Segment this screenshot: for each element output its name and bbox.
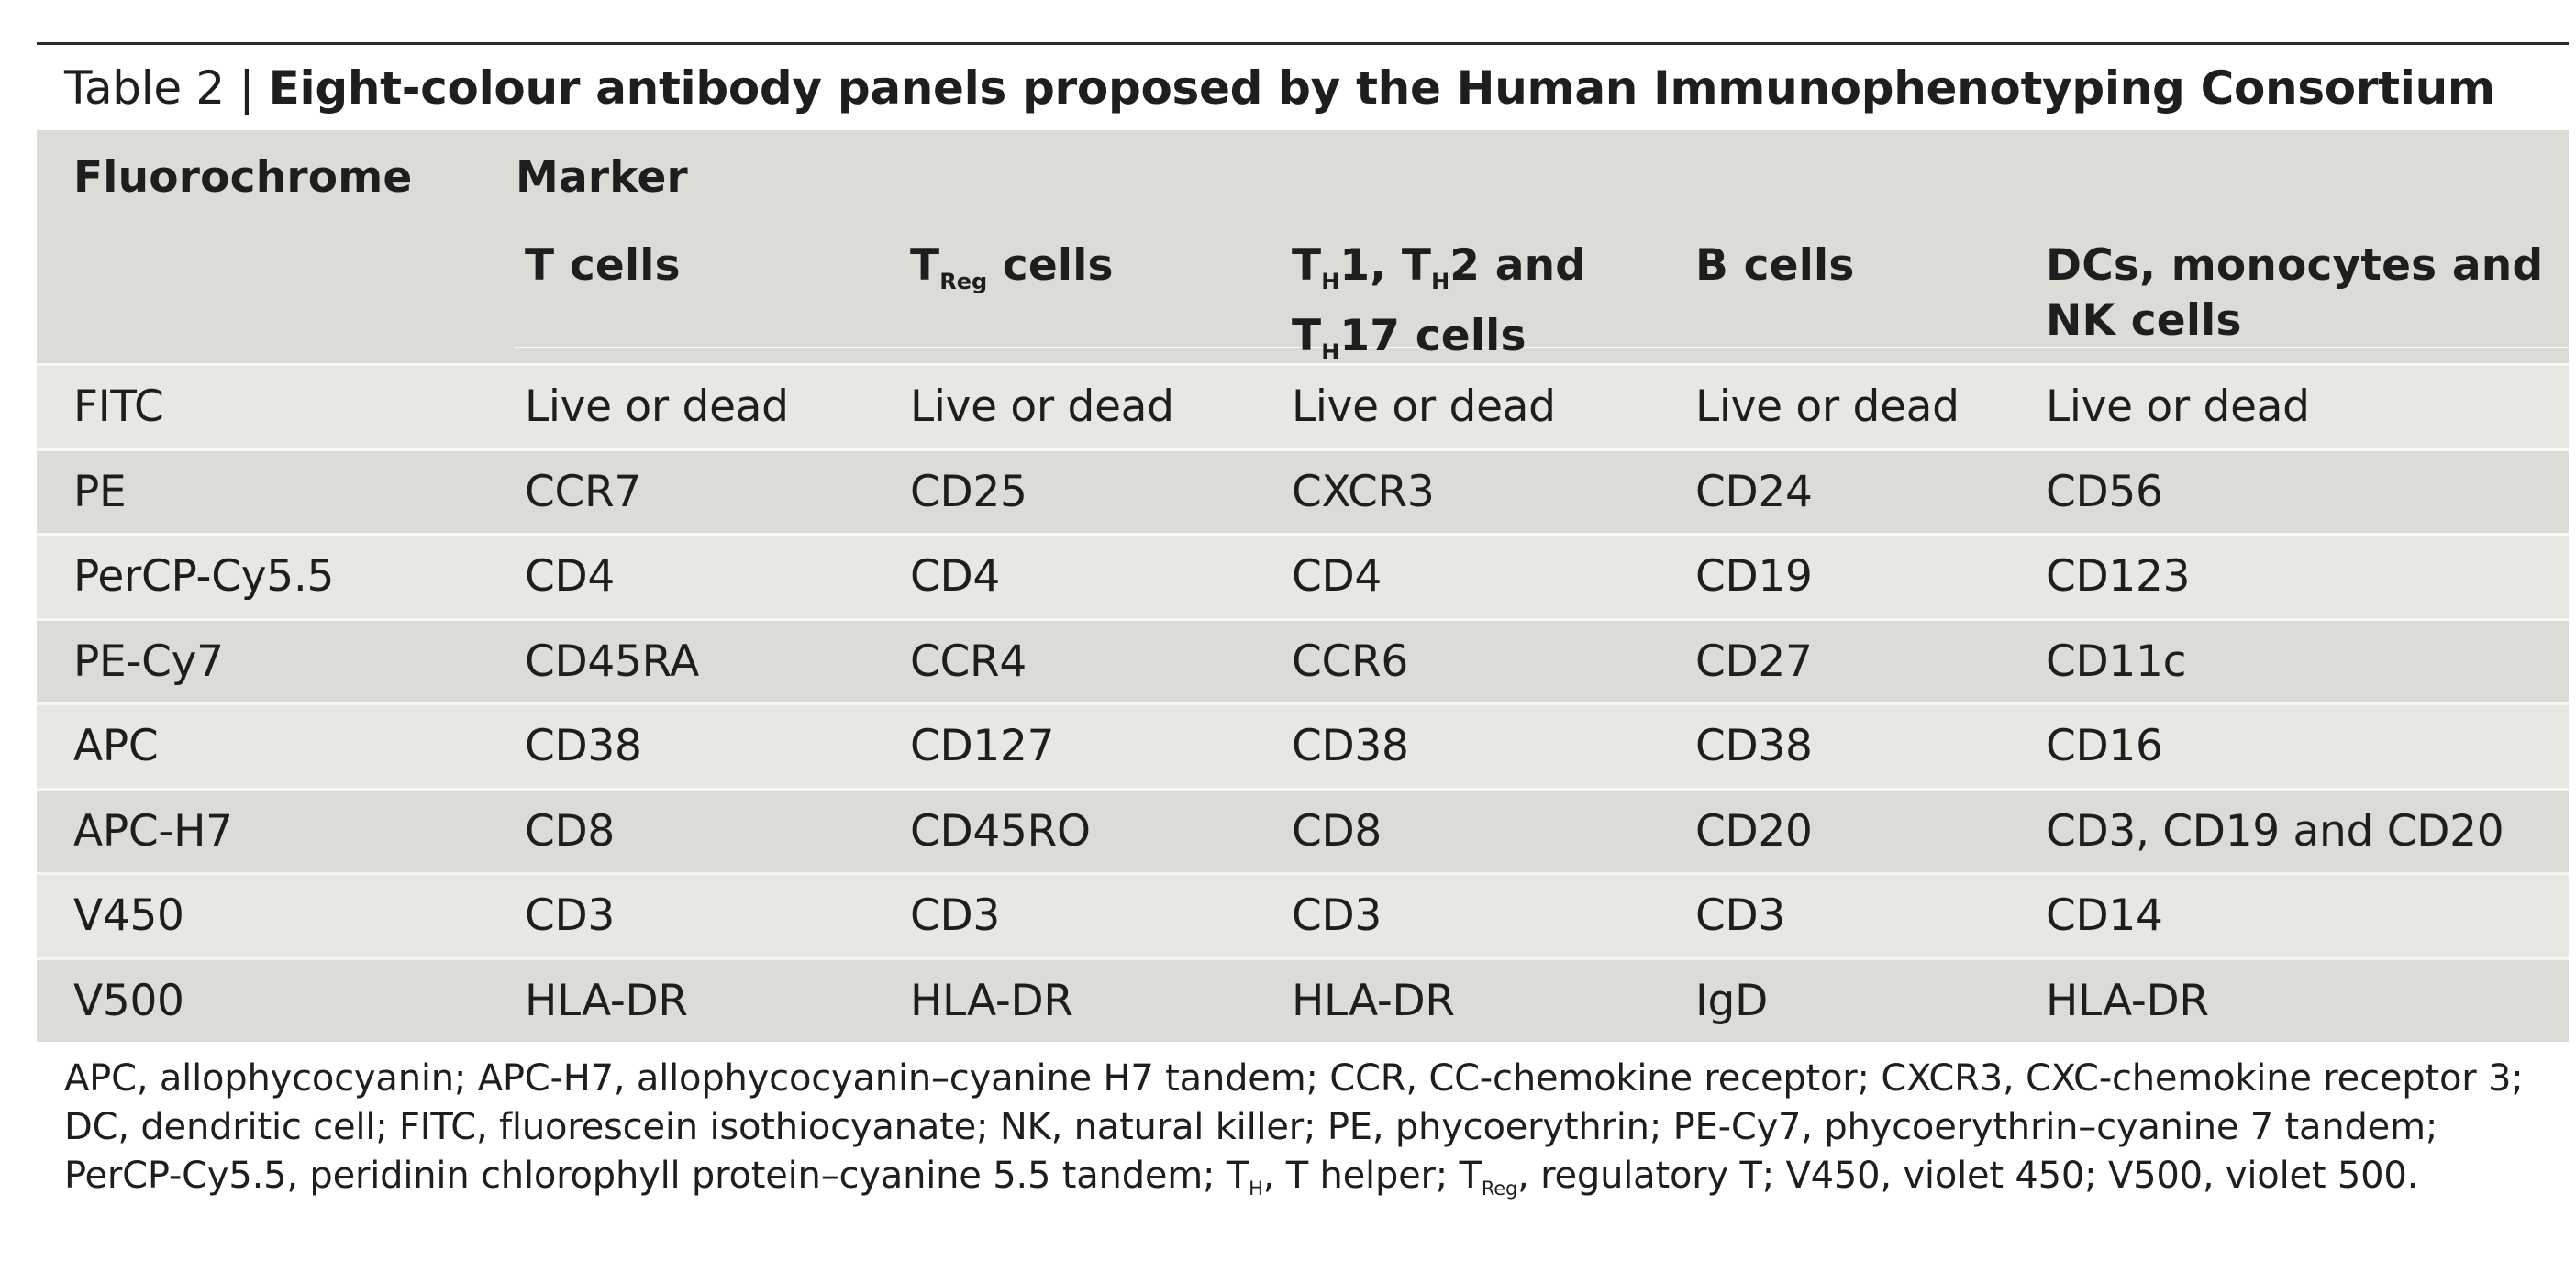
table-row	[37, 450, 2569, 533]
cell-t-cells: CCR7	[525, 466, 641, 517]
row-separator	[37, 787, 2569, 791]
cell-th-cells: CD4	[1292, 551, 1382, 602]
footnote-part-1: APC, allophycocyanin; APC-H7, allophycoc…	[64, 1057, 2524, 1197]
cell-treg-cells: CD4	[910, 551, 1001, 602]
cell-b-cells: CD20	[1695, 805, 1813, 857]
cell-dc-cells: HLA-DR	[2046, 975, 2209, 1026]
cell-dc-cells: CD14	[2046, 890, 2163, 941]
cell-fluorochrome: APC-H7	[73, 805, 233, 857]
header-t-cells: T cells	[525, 240, 681, 291]
row-separator	[37, 872, 2569, 875]
cell-t-cells: CD4	[525, 551, 616, 602]
header-treg-cells: TReg cells	[910, 238, 1114, 309]
top-rule	[37, 42, 2569, 45]
cell-th-cells: CD38	[1292, 721, 1409, 771]
th-line-2: TH17 cells	[1292, 309, 1586, 380]
cell-th-cells: CD3	[1292, 890, 1382, 941]
cell-b-cells: IgD	[1695, 975, 1768, 1026]
table-label: Table 2 |	[64, 61, 269, 115]
cell-dc-cells: CD123	[2046, 551, 2191, 602]
cell-t-cells: CD45RA	[525, 636, 699, 687]
row-separator	[37, 957, 2569, 960]
cell-dc-cells: CD11c	[2046, 636, 2187, 687]
treg-sub: Reg	[939, 269, 988, 294]
table: Fluorochrome Marker T cells TReg cells T…	[37, 130, 2569, 1042]
treg-rest: cells	[987, 240, 1114, 291]
cell-b-cells: CD38	[1695, 721, 1813, 771]
cell-fluorochrome: PerCP-Cy5.5	[73, 551, 335, 602]
cell-b-cells: CD27	[1695, 636, 1813, 687]
cell-dc-cells: Live or dead	[2046, 382, 2310, 432]
dc-line-1: DCs, monocytes and	[2046, 240, 2544, 291]
footnote-sub-1: H	[1249, 1178, 1263, 1200]
cell-treg-cells: HLA-DR	[910, 975, 1073, 1026]
table-row	[37, 620, 2569, 702]
header-dc-cells: DCs, monocytes and NK cells	[2046, 238, 2543, 348]
footnote-part-3: , regulatory T; V450, violet 450; V500, …	[1517, 1155, 2419, 1197]
cell-th-cells: Live or dead	[1292, 382, 1556, 432]
header-divider	[514, 347, 2569, 348]
cell-treg-cells: CD45RO	[910, 805, 1091, 857]
table-row	[37, 959, 2569, 1042]
row-separator	[37, 363, 2569, 366]
cell-t-cells: CD38	[525, 721, 642, 771]
th-c: 2 and	[1449, 240, 1587, 291]
th-a-sub: H	[1321, 269, 1340, 294]
cell-treg-cells: CD3	[910, 890, 1001, 941]
header-th-cells: TH1, TH2 and TH17 cells	[1292, 238, 1586, 380]
th-b: 1, T	[1339, 240, 1432, 291]
cell-b-cells: CD24	[1695, 466, 1813, 517]
cell-treg-cells: Live or dead	[910, 382, 1174, 432]
cell-b-cells: CD3	[1695, 890, 1786, 941]
cell-b-cells: Live or dead	[1695, 382, 1960, 432]
cell-fluorochrome: FITC	[73, 382, 164, 432]
cell-fluorochrome: PE-Cy7	[73, 636, 224, 687]
header-fluorochrome: Fluorochrome	[73, 152, 413, 203]
cell-treg-cells: CD127	[910, 721, 1055, 771]
th-e: 17 cells	[1339, 311, 1527, 361]
cell-fluorochrome: PE	[73, 466, 127, 517]
cell-fluorochrome: V500	[73, 975, 184, 1026]
cell-t-cells: HLA-DR	[525, 975, 688, 1026]
th-a: T	[1292, 240, 1322, 291]
header-marker: Marker	[516, 152, 688, 203]
dc-line-2: NK cells	[2046, 295, 2242, 346]
row-separator	[37, 533, 2569, 536]
cell-th-cells: CXCR3	[1292, 466, 1435, 517]
cell-dc-cells: CD16	[2046, 721, 2163, 771]
cell-fluorochrome: APC	[73, 721, 159, 771]
row-separator	[37, 702, 2569, 705]
cell-t-cells: CD8	[525, 805, 616, 857]
th-b-sub: H	[1431, 269, 1450, 294]
cell-dc-cells: CD56	[2046, 466, 2163, 517]
cell-th-cells: HLA-DR	[1292, 975, 1455, 1026]
cell-b-cells: CD19	[1695, 551, 1813, 602]
treg-t: T	[910, 240, 940, 291]
th-line-1: TH1, TH2 and	[1292, 238, 1586, 309]
table-row	[37, 790, 2569, 872]
cell-t-cells: Live or dead	[525, 382, 789, 432]
th-d: T	[1292, 311, 1322, 361]
header-b-cells: B cells	[1695, 240, 1855, 291]
table-title: Eight-colour antibody panels proposed by…	[268, 61, 2495, 115]
table-footnote: APC, allophycocyanin; APC-H7, allophycoc…	[64, 1055, 2559, 1213]
row-separator	[37, 617, 2569, 621]
cell-fluorochrome: V450	[73, 890, 184, 941]
header-row	[37, 130, 2569, 363]
row-separator	[37, 448, 2569, 451]
cell-treg-cells: CCR4	[910, 636, 1027, 687]
table-caption: Table 2 | Eight-colour antibody panels p…	[64, 51, 2559, 125]
cell-th-cells: CCR6	[1292, 636, 1408, 687]
footnote-part-2: , T helper; T	[1262, 1155, 1482, 1197]
cell-treg-cells: CD25	[910, 466, 1027, 517]
footnote-sub-2: Reg	[1481, 1178, 1518, 1200]
th-d-sub: H	[1321, 339, 1340, 365]
cell-dc-cells: CD3, CD19 and CD20	[2046, 805, 2504, 857]
cell-t-cells: CD3	[525, 890, 616, 941]
cell-th-cells: CD8	[1292, 805, 1382, 857]
